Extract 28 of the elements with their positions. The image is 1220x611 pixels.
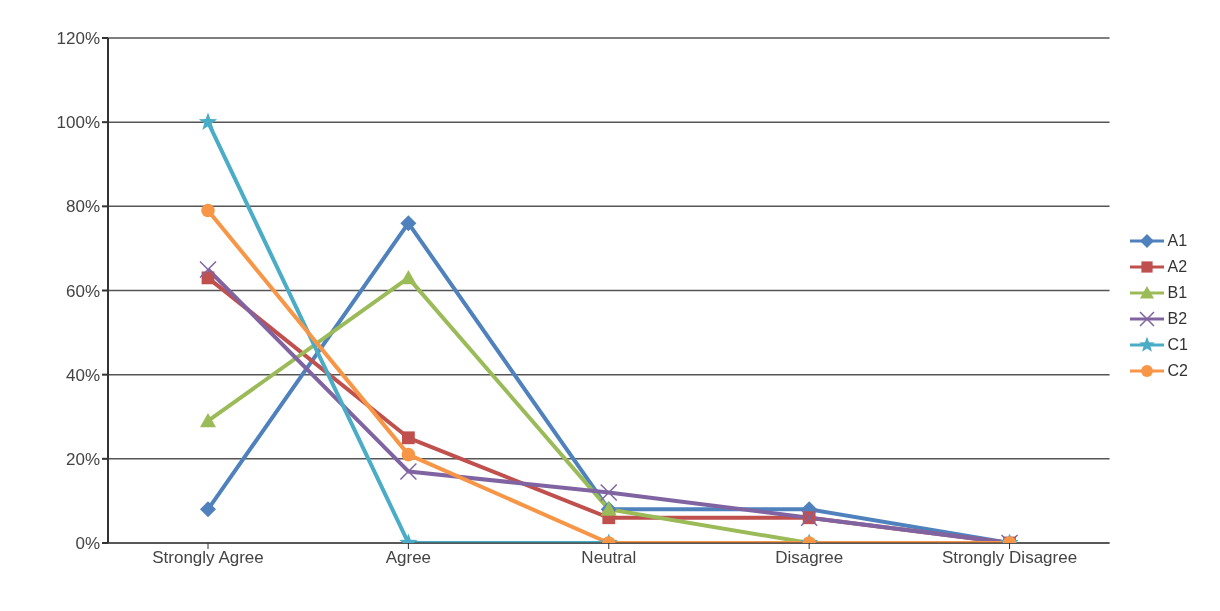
legend-label: B1	[1167, 283, 1188, 302]
y-tick-label: 60%	[65, 281, 100, 301]
point	[600, 483, 618, 502]
legend-label: A2	[1167, 257, 1188, 276]
y-tick-label: 120%	[56, 29, 100, 49]
x-tick-label: Strongly Agree	[152, 548, 264, 568]
point	[201, 203, 215, 218]
point	[200, 412, 216, 428]
point	[400, 269, 417, 285]
x-tick-label: Neutral	[581, 548, 637, 568]
y-tick-label: 40%	[65, 365, 100, 385]
y-tick-label: 100%	[56, 113, 100, 133]
legend-label: B2	[1167, 309, 1188, 328]
point	[400, 215, 417, 232]
point	[198, 112, 218, 130]
point	[199, 260, 217, 279]
point	[200, 501, 216, 518]
point	[401, 431, 415, 445]
y-tick-label: 80%	[65, 197, 100, 217]
y-tick-label: 0%	[75, 534, 100, 554]
legend-label: A1	[1167, 231, 1188, 250]
legend-label: C2	[1167, 361, 1188, 380]
x-tick-label: Strongly Disagree	[941, 548, 1078, 568]
point	[401, 447, 416, 462]
legend-label: C1	[1167, 335, 1188, 354]
x-tick-label: Agree	[385, 548, 432, 568]
y-tick-label: 20%	[65, 449, 100, 469]
x-tick-label: Disagree	[775, 548, 844, 568]
